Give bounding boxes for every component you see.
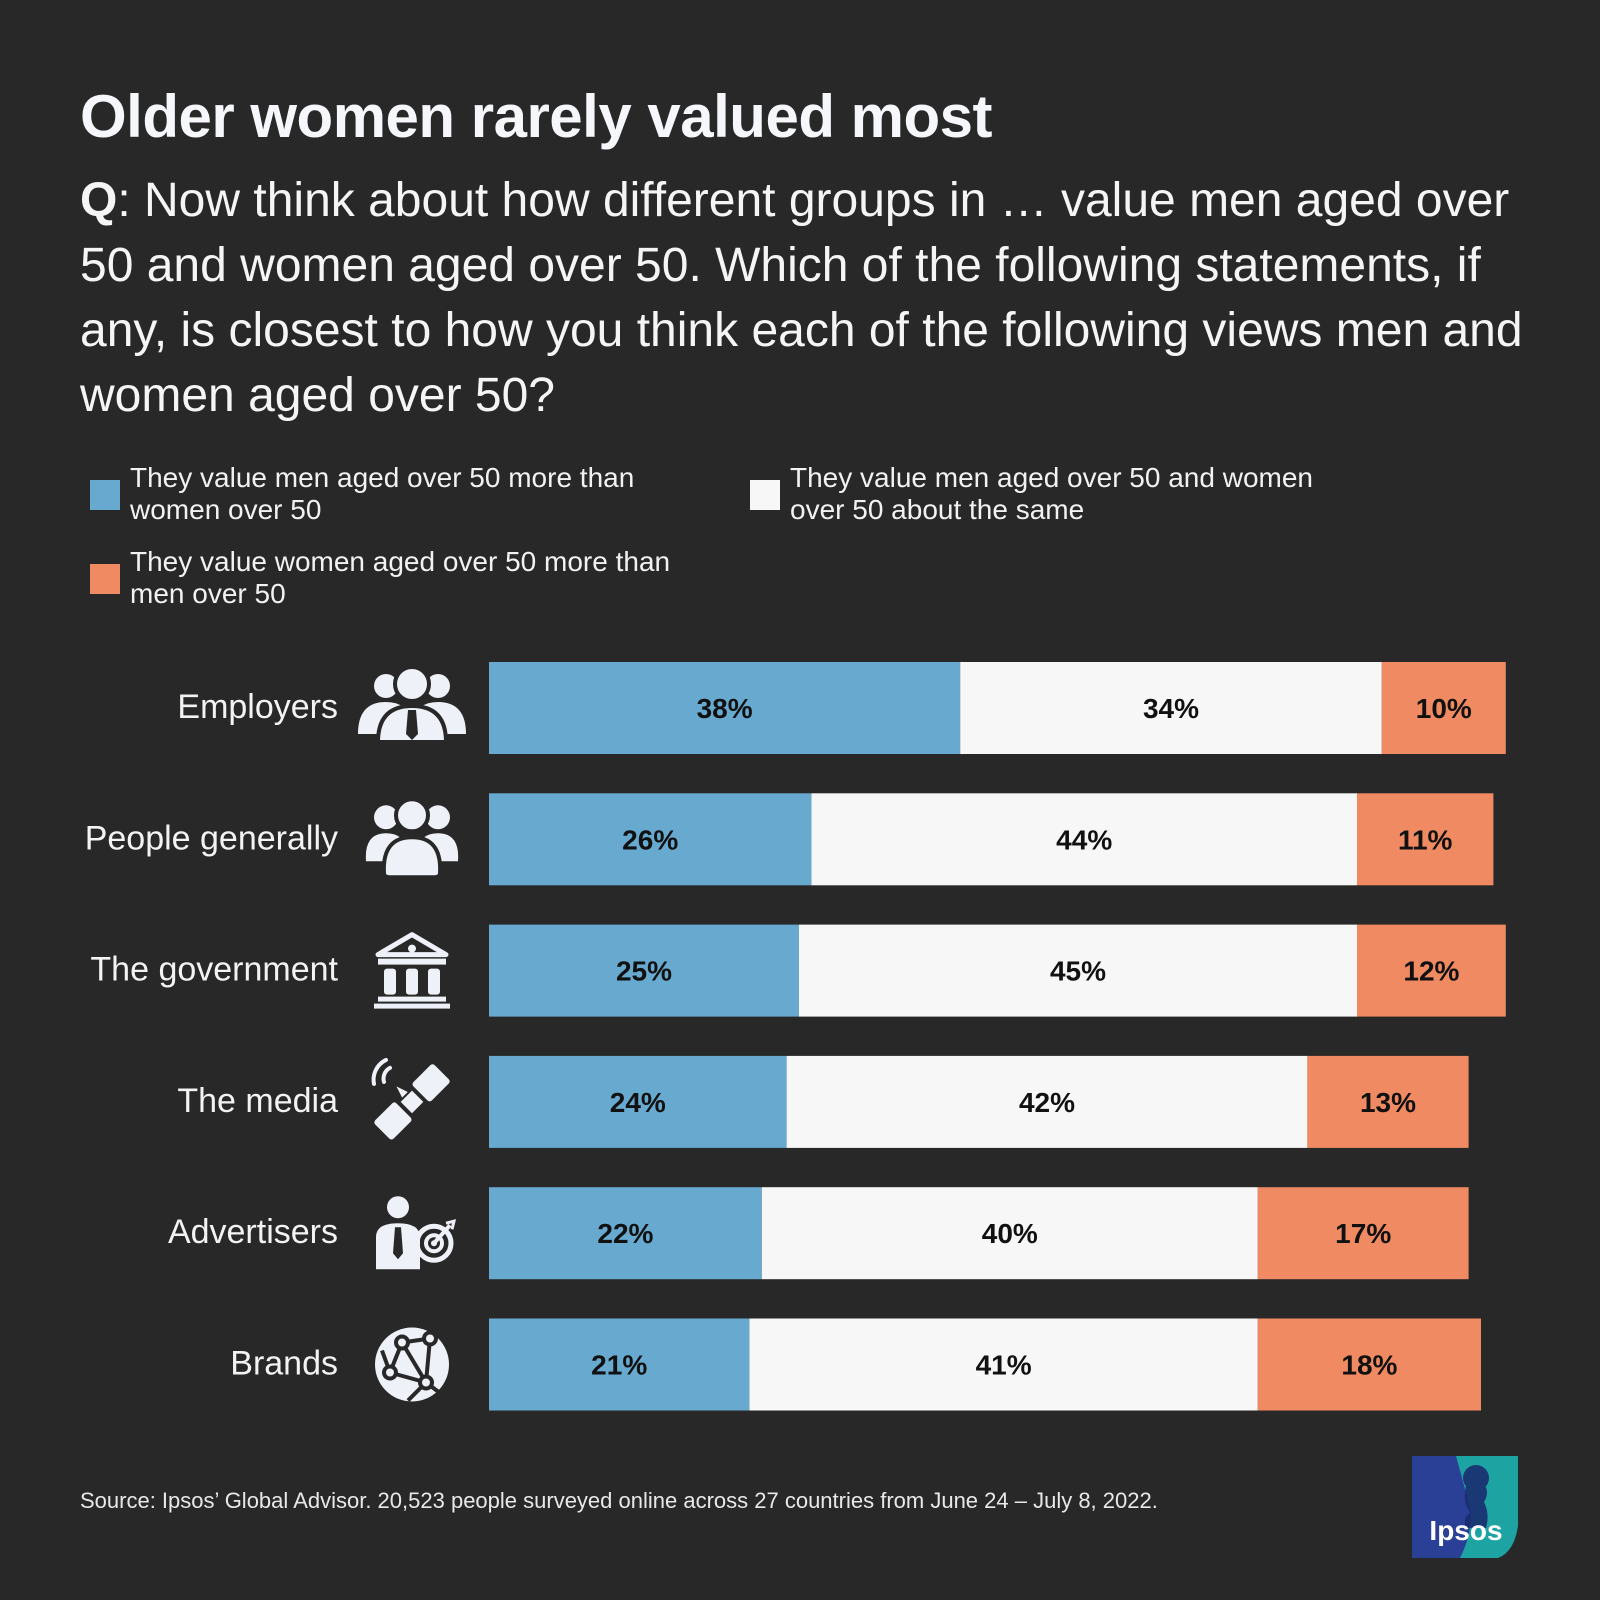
network-globe-icon: [375, 1327, 449, 1402]
bar-segment: [489, 1187, 762, 1280]
bar-segment: [1257, 1187, 1469, 1280]
bar-segment: [489, 924, 799, 1017]
data-label: 13%: [1360, 1087, 1416, 1118]
government-building-icon: [374, 932, 450, 1009]
data-label: 11%: [1398, 824, 1453, 855]
data-label: 40%: [982, 1218, 1038, 1249]
bar-segment: [811, 793, 1357, 886]
legend-swatch-blue: [90, 480, 120, 510]
bar-segment: [1257, 1318, 1481, 1411]
data-label: 41%: [976, 1350, 1032, 1381]
data-label: 26%: [622, 824, 678, 855]
stacked-bar-chart: Employers 38% 34% 10% People generally 26% 44%…: [85, 662, 1506, 1411]
bar-segment: [1357, 793, 1494, 886]
chart-title: Older women rarely valued most: [80, 83, 992, 150]
category-label: People generally: [85, 819, 338, 857]
people-group-icon: [365, 797, 459, 880]
data-label: 22%: [597, 1218, 653, 1249]
data-label: 42%: [1019, 1087, 1075, 1118]
data-label: 44%: [1056, 824, 1112, 855]
category-label: The government: [90, 951, 338, 989]
legend-item-men-more: They value men aged over 50 more than wo…: [90, 462, 700, 526]
data-label: 24%: [610, 1087, 666, 1118]
question-prefix: Q: [80, 174, 118, 227]
bar-segment: [1307, 1055, 1469, 1148]
bar-segment: [799, 924, 1357, 1017]
satellite-icon: [371, 1057, 450, 1140]
business-team-icon: [358, 665, 466, 744]
data-label: 25%: [616, 956, 672, 987]
legend-swatch-white: [750, 480, 780, 510]
bar-segment: [786, 1055, 1308, 1148]
category-label: Employers: [177, 688, 338, 726]
bar-segment: [489, 793, 812, 886]
bar-segment: [489, 1318, 750, 1411]
category-label: The media: [177, 1082, 338, 1120]
bar-segment: [489, 662, 961, 754]
data-label: 21%: [591, 1350, 647, 1381]
ipsos-logo: Ipsos: [1412, 1456, 1518, 1558]
source-note: Source: Ipsos’ Global Advisor. 20,523 pe…: [80, 1488, 1158, 1513]
bar-segment: [749, 1318, 1258, 1411]
bar-segment: [960, 662, 1382, 754]
legend-label: They value women aged over 50 more than …: [130, 546, 671, 609]
question-text: : Now think about how different groups i…: [80, 174, 1523, 422]
bar-segment: [489, 1055, 787, 1148]
bar-segment: [1381, 662, 1506, 754]
legend-item-same: They value men aged over 50 and women ov…: [750, 462, 1360, 526]
survey-question: Q: Now think about how different groups …: [80, 168, 1540, 428]
data-label: 17%: [1335, 1218, 1391, 1249]
legend-item-women-more: They value women aged over 50 more than …: [90, 546, 700, 610]
data-label: 38%: [697, 693, 753, 724]
category-label: Brands: [230, 1345, 338, 1383]
category-label: Advertisers: [168, 1213, 338, 1251]
legend-label: They value men aged over 50 and women ov…: [790, 462, 1313, 525]
data-label: 34%: [1143, 693, 1199, 724]
data-label: 18%: [1341, 1350, 1397, 1381]
data-label: 10%: [1416, 693, 1472, 724]
logo-text: Ipsos: [1429, 1515, 1502, 1546]
bar-segment: [761, 1187, 1258, 1280]
legend-label: They value men aged over 50 more than wo…: [130, 462, 635, 525]
bar-segment: [1357, 924, 1506, 1017]
data-label: 12%: [1403, 956, 1459, 987]
data-label: 45%: [1050, 956, 1106, 987]
advertiser-target-icon: [376, 1196, 457, 1270]
legend-swatch-orange: [90, 564, 120, 594]
